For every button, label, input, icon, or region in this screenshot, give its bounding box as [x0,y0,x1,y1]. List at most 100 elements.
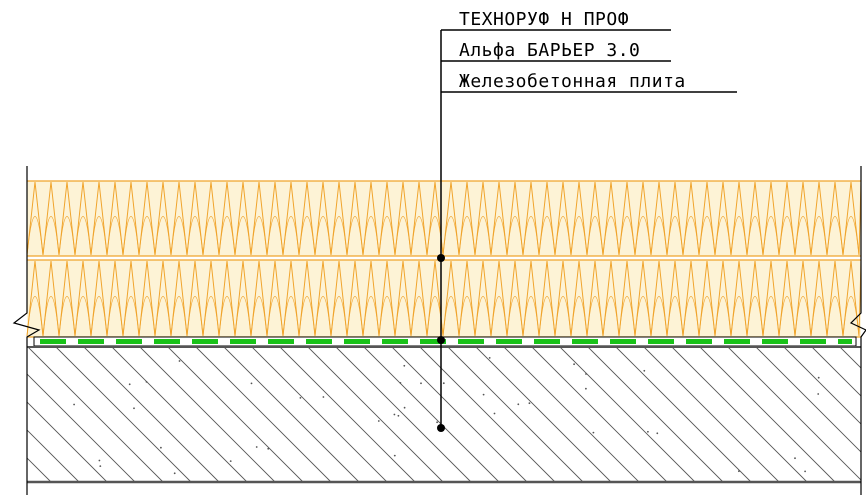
concrete-aggregate-dot [528,402,531,405]
concrete-aggregate-dot [493,412,496,415]
insulation-fiber [218,296,236,337]
insulation-fiber [602,216,620,256]
insulation-fiber [842,216,860,256]
concrete-hatch-line [223,347,360,482]
concrete-aggregate-dot [592,431,595,434]
vapor-barrier-dash [116,339,142,344]
concrete-aggregate-dot [399,382,402,384]
insulation-fiber [458,216,476,256]
insulation-fiber [330,296,348,337]
insulation-fiber [650,296,668,337]
insulation-zigzag [26,260,862,337]
insulation-fiber [346,296,364,337]
concrete-aggregate-dot [643,369,646,372]
concrete-hatch-line [391,347,528,482]
vapor-barrier-dash [724,339,750,344]
insulation-fiber [362,216,380,256]
concrete-hatch-line [671,347,808,482]
concrete-aggregate-dots [73,357,820,475]
insulation-fiber [138,296,156,337]
vapor-barrier-dash [534,339,560,344]
insulation-fiber [794,216,812,256]
insulation-fiber [506,296,524,337]
vapor-barrier-dash [192,339,218,344]
insulation-fiber [682,216,700,256]
vapor-barrier-dash [648,339,674,344]
insulation-fiber [794,296,812,337]
insulation-fiber [266,296,284,337]
concrete-hatch-line [587,347,724,482]
concrete-aggregate-dot [397,414,400,417]
concrete-aggregate-dot [299,397,302,399]
concrete-aggregate-dot [420,382,422,385]
concrete-hatch-line [55,347,192,482]
insulation-fiber [826,296,844,337]
vapor-barrier-dash [40,339,66,344]
concrete-hatch-line [27,373,136,482]
concrete-aggregate-dot [436,421,438,424]
concrete-aggregate-dot [585,373,587,375]
concrete-hatch-line [475,347,612,482]
vapor-barrier-dash [572,339,598,344]
insulation-fiber [490,216,508,256]
insulation-fiber [378,216,396,256]
vapor-barrier-dash [420,339,446,344]
concrete-hatch-line [727,347,861,481]
insulation-fiber [58,216,76,256]
insulation-fiber [74,216,92,256]
concrete-aggregate-dot [517,403,520,406]
insulation-fiber [522,216,540,256]
label-concrete-slab: Железобетонная плита [459,71,686,92]
insulation-fiber [490,296,508,337]
concrete-hatch-line [27,457,52,482]
vapor-barrier-dash [382,339,408,344]
concrete-aggregate-dot [647,430,649,433]
insulation-fiber [666,296,684,337]
insulation-fiber [698,296,716,337]
label-vapor-barrier: Альфа БАРЬЕР 3.0 [459,40,640,61]
concrete-hatch-line [419,347,556,482]
insulation-fiber [810,216,828,256]
concrete-hatch-line [111,347,248,482]
insulation-fiber [410,216,428,256]
concrete-aggregate-dot [794,457,796,460]
insulation-fiber [618,296,636,337]
insulation-bottom-hatch [26,260,862,337]
insulation-fiber [298,296,316,337]
concrete-hatch-line [699,347,836,482]
insulation-fiber [730,216,748,256]
concrete-aggregate-dot [98,459,101,462]
concrete-aggregate-dot [160,446,162,449]
insulation-fiber [330,216,348,256]
concrete-aggregate-dot [133,407,135,410]
insulation-fiber [586,296,604,337]
insulation-fiber [394,296,412,337]
insulation-fiber [538,296,556,337]
insulation-fiber [698,216,716,256]
concrete-aggregate-dot [377,420,380,422]
concrete-aggregate-dot [393,413,396,416]
insulation-top-hatch [26,181,862,256]
insulation-fiber [474,216,492,256]
vapor-barrier-dash [154,339,180,344]
vapor-barrier-dashes [40,339,852,344]
insulation-fiber [634,296,652,337]
insulation-fiber [762,296,780,337]
insulation-fiber [762,216,780,256]
concrete-hatch-line [811,347,861,397]
concrete-aggregate-dot [442,382,445,385]
insulation-fiber [90,296,108,337]
concrete-hatch-line [531,347,668,482]
concrete-aggregate-dot [99,465,102,467]
concrete-aggregate-dot [488,357,491,359]
insulation-fiber [106,296,124,337]
insulation-layer-top [26,180,862,256]
vapor-barrier-dash [344,339,370,344]
insulation-fiber [154,296,172,337]
insulation-fiber [522,296,540,337]
concrete-aggregate-dot [817,376,820,379]
leader-dot-insulation [437,254,445,262]
concrete-aggregate-dot [229,460,232,462]
insulation-fiber [26,296,44,337]
break-line-left [12,166,41,495]
